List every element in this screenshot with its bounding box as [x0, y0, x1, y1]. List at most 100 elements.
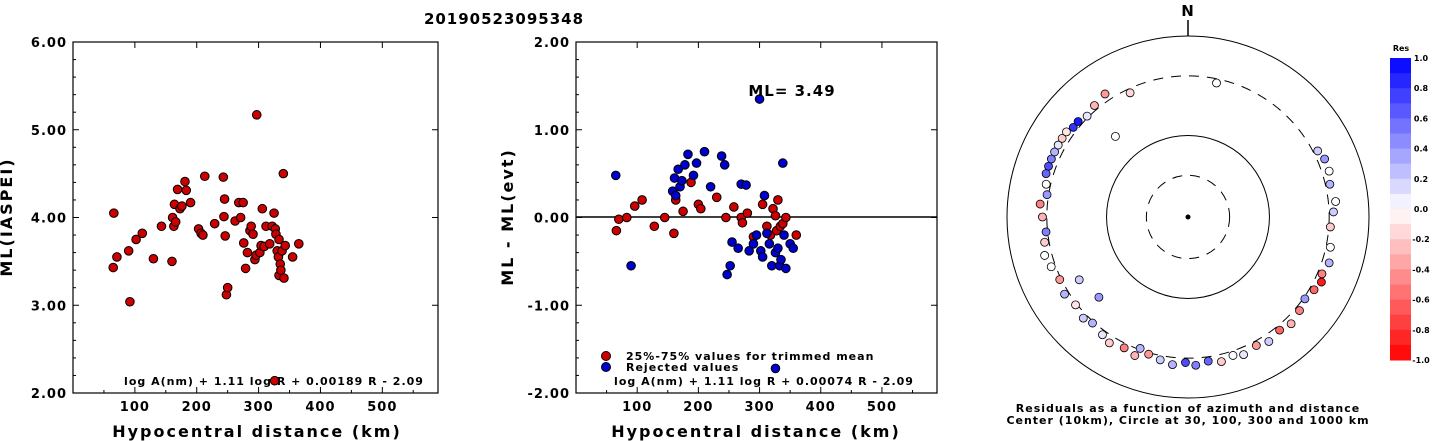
panel1-x-tick-label: 100	[120, 400, 150, 415]
station-residual-point	[1275, 325, 1285, 335]
station-residual-point	[1042, 190, 1052, 200]
station-residual-point	[1251, 341, 1261, 350]
panel1-data-point	[238, 238, 249, 248]
panel1-data-point	[185, 197, 196, 208]
panel2-points	[610, 94, 802, 374]
panel1-data-point	[220, 231, 230, 241]
panel2-data-point	[781, 263, 791, 274]
colorbar-tick-label: 0.2	[1414, 175, 1428, 184]
station-residual-point	[1324, 166, 1334, 176]
colorbar-swatch	[1390, 58, 1411, 74]
panel1-x-tick-label: 300	[244, 400, 274, 415]
colorbar-swatch	[1390, 299, 1411, 316]
panel2-data-point	[748, 239, 759, 249]
station-residual-point	[1316, 277, 1326, 287]
station-residual-point	[1071, 300, 1080, 310]
panel2-data-point	[727, 237, 737, 247]
panel1-data-point	[274, 234, 284, 245]
colorbar-swatch	[1390, 239, 1411, 255]
station-residual-point	[1313, 146, 1323, 156]
station-residual-point	[1100, 89, 1110, 99]
panel2-data-point	[711, 192, 722, 203]
panel1-x-tick-label: 500	[367, 400, 397, 415]
colorbar: Res 1.0 0.8 0.6 0.4 0.2 0.0 -0.2 -0.4 -0.6 -0.8 -1…	[1390, 44, 1430, 365]
panel1-frame	[72, 41, 439, 394]
station-residual-point	[1168, 360, 1177, 370]
panel1-data-point	[257, 203, 268, 214]
colorbar-labels: 1.0 0.8 0.6 0.4 0.2 0.0 -0.2 -0.4 -0.6 -0.8 -1.0	[1412, 54, 1430, 365]
panel1-y-tick-label: 5.00	[31, 124, 67, 139]
colorbar-swatch	[1390, 118, 1411, 134]
station-residual-point	[1053, 140, 1063, 150]
panel1-data-point	[238, 197, 248, 208]
distance-circle	[1106, 135, 1270, 299]
panel3-station-points	[1035, 78, 1341, 370]
panel2-data-point	[791, 230, 802, 240]
colorbar-tick-label: 1.0	[1414, 54, 1429, 63]
panel2-y-tick-label: 2.00	[534, 36, 570, 51]
colorbar-swatch	[1390, 103, 1411, 119]
colorbar-swatch	[1390, 88, 1411, 104]
station-residual-point	[1239, 350, 1248, 360]
station-residual-point	[1300, 294, 1310, 304]
panel2-data-point	[757, 252, 768, 262]
panel1-data-point	[264, 239, 275, 249]
colorbar-swatch	[1390, 148, 1411, 165]
panel2-data-point	[677, 175, 687, 186]
colorbar-tick-label: 0.8	[1414, 84, 1429, 93]
panel1-x-axis-label: Hypocentral distance (km)	[112, 422, 402, 441]
panel3-caption-line2: Center (10km), Circle at 30, 100, 300 an…	[1006, 414, 1369, 427]
panel2-data-point	[688, 170, 699, 181]
panel2-data-point	[788, 243, 799, 254]
panel2-data-point	[611, 225, 622, 236]
station-residual-point	[1216, 357, 1226, 367]
station-residual-point	[1155, 355, 1165, 365]
panel2-data-point	[733, 243, 743, 254]
panel2-x-tick-label: 300	[744, 400, 774, 415]
panel1-data-point	[280, 240, 290, 251]
panel2-y-tick-label: -1.00	[528, 299, 570, 314]
station-residual-point	[1130, 351, 1140, 360]
panel2-data-point	[637, 195, 647, 205]
panel1-data-point	[148, 253, 159, 264]
panel1-y-ticks: 2.00 3.00 4.00 5.00 6.00	[31, 36, 438, 402]
legend-marker-trimmed	[601, 351, 611, 361]
station-residual-point	[1073, 117, 1083, 126]
colorbar-swatch	[1390, 314, 1411, 331]
station-residual-point	[1046, 154, 1056, 164]
panel2-data-point	[744, 246, 754, 256]
panel2-data-point	[649, 221, 660, 232]
panel2-data-point	[716, 151, 727, 161]
station-residual-point	[1046, 262, 1056, 272]
panel2-data-point	[764, 239, 775, 249]
panel1-data-point	[156, 221, 167, 232]
panel-azimuth-residuals: N Residuals as a function of azimuth and…	[1006, 2, 1370, 427]
panel2-ml-annotation: ML= 3.49	[748, 82, 835, 100]
panel2-data-point	[722, 269, 732, 280]
colorbar-swatch	[1390, 254, 1411, 270]
panel2-data-point	[683, 149, 693, 160]
panel1-x-tick-label: 200	[182, 400, 212, 415]
panel2-data-point	[696, 203, 706, 214]
colorbar-swatch	[1390, 73, 1411, 89]
panel1-data-point	[242, 247, 253, 258]
panel2-data-point	[699, 146, 710, 157]
panel1-data-point	[246, 221, 256, 232]
station-residual-point	[1090, 101, 1099, 110]
colorbar-tick-label: 0.0	[1414, 205, 1429, 214]
colorbar-title: Res	[1393, 44, 1410, 53]
north-label: N	[1181, 2, 1195, 20]
panel1-data-point	[251, 110, 262, 120]
station-residual-point	[1181, 358, 1190, 367]
panel1-data-point	[248, 229, 258, 239]
legend-label-trimmed: 25%-75% values for trimmed mean	[626, 350, 874, 363]
panel2-data-point	[773, 195, 783, 205]
station-residual-point	[1325, 242, 1335, 252]
panel1-data-point	[218, 172, 229, 182]
panel2-data-point	[751, 230, 762, 240]
panel2-formula: log A(nm) + 1.11 log R + 0.00074 R - 2.0…	[614, 375, 914, 388]
panel2-data-point	[614, 214, 624, 225]
panel2-data-point	[729, 202, 739, 212]
panel2-data-point	[621, 212, 632, 223]
colorbar-swatch	[1390, 163, 1411, 180]
